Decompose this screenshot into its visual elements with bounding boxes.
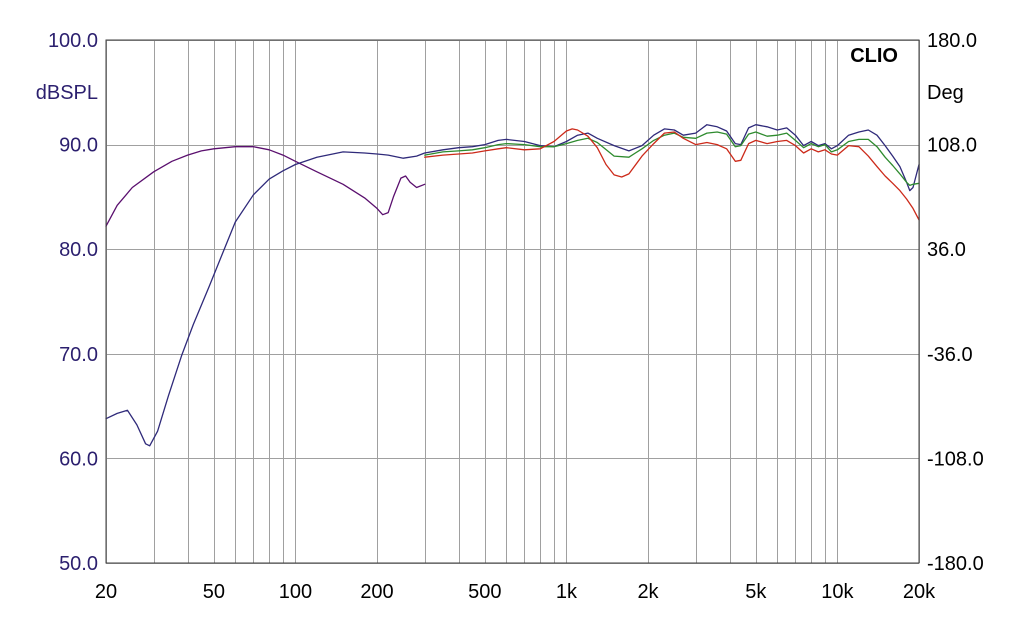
x-tick-label: 100 [279,581,312,603]
y-axis-label: dBSPL [36,82,98,104]
x-tick-label: 20k [903,581,936,603]
y-tick-label: 80.0 [59,239,98,261]
axis-labels: 100.0 90.0 80.0 70.0 60.0 50.0 180.0 108.0 36.0 -… [48,30,984,603]
y2-tick-label: 36.0 [927,239,966,261]
y-tick-label: 100.0 [48,30,98,52]
y2-axis-label: Deg [927,82,964,104]
plot-series [105,124,920,447]
series-line-2 [105,124,920,447]
brand-label: CLIO [850,45,898,67]
x-tick-label: 200 [360,581,393,603]
y2-tick-label: -108.0 [927,448,984,470]
y-tick-label: 60.0 [59,448,98,470]
x-tick-label: 2k [637,581,659,603]
x-tick-label: 500 [468,581,501,603]
plot-frame [105,39,920,564]
y-tick-label: 90.0 [59,135,98,157]
x-tick-label: 10k [821,581,854,603]
x-tick-label: 20 [95,581,117,603]
series-line-3 [424,131,920,187]
x-tick-label: 50 [203,581,225,603]
y2-tick-label: -180.0 [927,553,984,575]
series-line-4 [424,128,920,221]
y-tick-label: 70.0 [59,344,98,366]
x-tick-label: 5k [745,581,767,603]
y2-tick-label: 108.0 [927,135,977,157]
series-line-1 [105,146,426,227]
x-tick-label: 1k [556,581,578,603]
y2-tick-label: 180.0 [927,30,977,52]
y2-tick-label: -36.0 [927,344,973,366]
y-tick-label: 50.0 [59,553,98,575]
